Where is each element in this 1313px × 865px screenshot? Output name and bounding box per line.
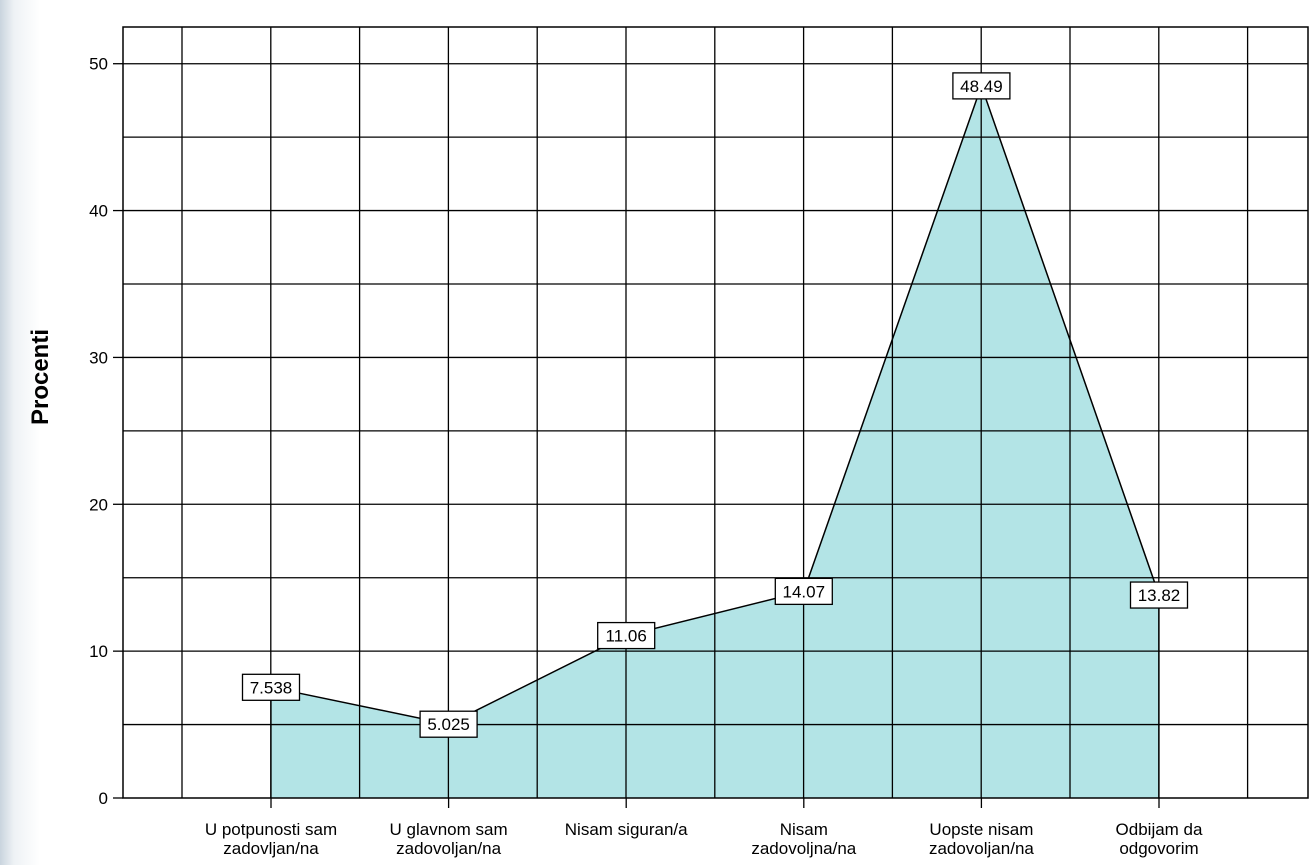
y-tick-label: 20 [89, 495, 108, 514]
x-category-label-line: Nisam siguran/a [565, 820, 688, 839]
data-label: 11.06 [597, 621, 656, 650]
grid-lines [123, 27, 1308, 798]
data-label-box [952, 72, 1011, 100]
y-tick-label: 10 [89, 642, 108, 661]
x-category-label-line: zadovoljan/na [396, 839, 501, 858]
data-label-box [241, 673, 301, 701]
x-category-label-line: Nisam [780, 820, 828, 839]
x-category-label-line: U glavnom sam [390, 820, 508, 839]
data-label-text: 48.49 [960, 77, 1003, 96]
x-category-label: Odbijam da odgovorim [1116, 820, 1203, 858]
data-label: 5.025 [419, 710, 478, 738]
x-category-label-line: Uopste nisam [929, 820, 1033, 839]
y-tick-label: 40 [89, 202, 108, 221]
data-label: 13.82 [1129, 581, 1189, 609]
y-axis-title: Procenti [27, 329, 54, 425]
data-label-text: 11.06 [606, 627, 647, 646]
data-label-box [419, 710, 478, 738]
area-fill [271, 85, 1159, 799]
data-label: 7.538 [241, 673, 301, 701]
data-label-text: 14.07 [783, 582, 826, 601]
x-category-label-line: zadovljan/na [223, 839, 319, 858]
data-label-text: 5.025 [427, 715, 470, 734]
plot-border [122, 26, 1309, 799]
data-label: 14.07 [774, 577, 833, 606]
y-tick-label: 30 [89, 348, 108, 367]
data-label-text: 13.82 [1138, 586, 1181, 605]
x-category-label: Uopste nisam zadovoljan/na [929, 820, 1034, 858]
y-tick-label: 50 [89, 55, 108, 74]
x-category-label: Nisam zadovoljna/na [751, 820, 856, 858]
data-label-box [597, 621, 656, 650]
data-label-text: 7.538 [250, 678, 293, 697]
x-category-label: U glavnom sam zadovoljan/na [390, 820, 508, 858]
data-label-box [1129, 581, 1189, 609]
data-label-box [774, 577, 833, 606]
x-category-label: U potpunosti sam zadovljan/na [205, 820, 337, 858]
area-line [270, 83, 1160, 725]
x-category-label-line: U potpunosti sam [205, 820, 337, 839]
x-category-label-line: odgovorim [1119, 839, 1198, 858]
x-category-label-line: zadovoljan/na [929, 839, 1034, 858]
y-tick-label: 0 [99, 789, 108, 808]
data-label: 48.49 [952, 72, 1011, 100]
x-category-label: Nisam siguran/a [565, 820, 688, 839]
x-category-label-line: zadovoljna/na [751, 839, 856, 858]
x-category-label-line: Odbijam da [1116, 820, 1203, 839]
